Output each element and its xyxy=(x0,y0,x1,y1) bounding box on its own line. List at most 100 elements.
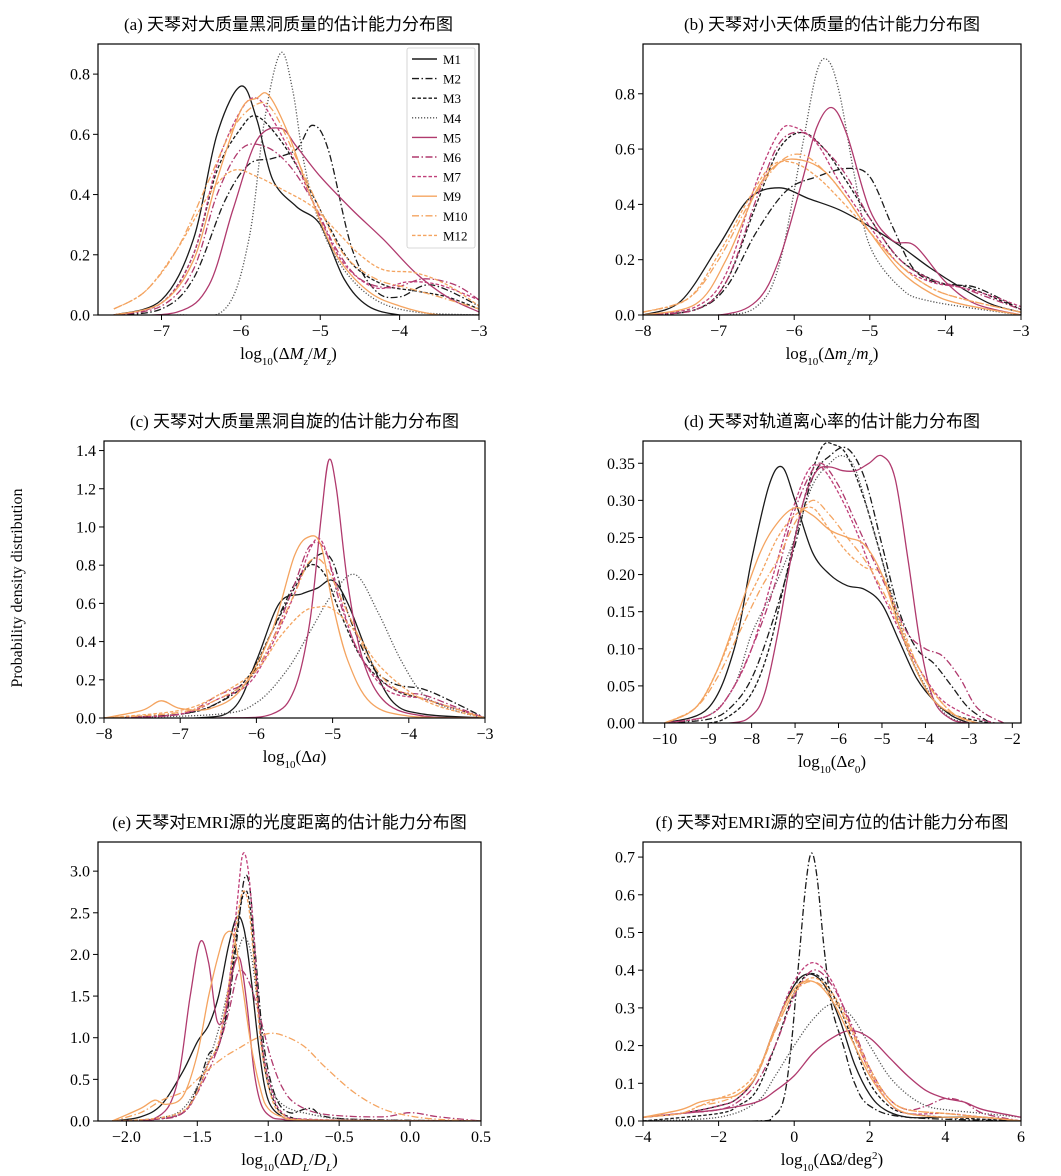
y-tick-label-f: 0.6 xyxy=(615,887,635,904)
legend-label-m3: M3 xyxy=(443,91,461,106)
panel-f: (f) 天琴对EMRI源的空间方位的估计能力分布图 −4 −2 0 2 4 6 0.0 0.1 0… xyxy=(615,813,1025,1174)
x-tick-label-c: −6 xyxy=(248,726,265,743)
x-tick-label-d: −5 xyxy=(873,731,890,748)
x-tick-label-e: −1.0 xyxy=(254,1129,283,1146)
series-line-b-m7 xyxy=(643,124,1021,315)
series-line-d-m12 xyxy=(664,506,978,723)
y-tick-label-d: 0.05 xyxy=(607,678,635,695)
panel-b-title: (b) 天琴对小天体质量的估计能力分布图 xyxy=(684,15,980,34)
panel-d-title: (d) 天琴对轨道离心率的估计能力分布图 xyxy=(684,412,980,431)
y-tick-label-e: 2.5 xyxy=(70,905,90,922)
series-line-c-m10 xyxy=(104,557,485,718)
x-tick-label-d: −9 xyxy=(700,731,717,748)
legend-label-m12: M12 xyxy=(443,228,468,243)
y-tick-label-c: 1.2 xyxy=(76,481,96,498)
legend-label-m1: M1 xyxy=(443,52,461,67)
x-tick-label-d: −7 xyxy=(787,731,804,748)
series-line-b-m5 xyxy=(643,106,1021,315)
series-line-f-m10 xyxy=(643,980,1021,1121)
series-line-e-m2 xyxy=(112,874,481,1121)
series-line-c-m4 xyxy=(104,573,485,718)
legend-label-m6: M6 xyxy=(443,150,462,165)
y-tick-label-c: 1.4 xyxy=(76,443,96,460)
series-line-a-m7 xyxy=(113,97,479,315)
x-tick-label-b: −3 xyxy=(1012,323,1029,340)
panel-c-title: (c) 天琴对大质量黑洞自旋的估计能力分布图 xyxy=(130,412,459,431)
y-tick-label-f: 0.0 xyxy=(615,1114,635,1131)
x-tick-label-e: 0.0 xyxy=(400,1129,420,1146)
y-tick-label-c: 0.0 xyxy=(76,711,96,728)
y-tick-label-e: 3.0 xyxy=(70,864,90,881)
y-tick-label-f: 0.7 xyxy=(615,850,635,867)
panel-a-series xyxy=(113,51,479,315)
legend-label-m9: M9 xyxy=(443,189,461,204)
series-line-b-m6 xyxy=(643,131,1021,315)
y-tick-label-e: 1.5 xyxy=(70,989,90,1006)
series-line-e-m3 xyxy=(112,889,481,1121)
panel-f-frame xyxy=(642,841,1022,1122)
y-tick-label-d: 0.20 xyxy=(607,567,635,584)
y-tick-label-d: 0.10 xyxy=(607,641,635,658)
x-tick-label-f: 0 xyxy=(790,1129,798,1146)
y-tick-label-d: 0.35 xyxy=(607,456,635,473)
panel-d: (d) 天琴对轨道离心率的估计能力分布图 −10 −9 −8 −7 −6 −5 −4 −3 −2 0… xyxy=(607,412,1022,776)
series-line-d-m2 xyxy=(664,446,991,723)
series-line-c-m2 xyxy=(104,552,485,718)
y-tick-label-e: 1.0 xyxy=(70,1030,90,1047)
x-tick-label-c: −8 xyxy=(95,726,112,743)
series-line-f-m1 xyxy=(643,973,1021,1121)
series-line-d-m10 xyxy=(664,499,978,723)
series-line-b-m12 xyxy=(643,160,1021,313)
series-line-f-m6 xyxy=(643,969,1021,1121)
x-tick-label-d: −3 xyxy=(960,731,977,748)
series-line-d-m4 xyxy=(664,454,970,723)
y-tick-label-c: 0.6 xyxy=(76,596,96,613)
series-line-c-m12 xyxy=(104,605,485,718)
series-line-c-m7 xyxy=(104,537,485,718)
y-tick-label-c: 1.0 xyxy=(76,519,96,536)
series-line-a-m4 xyxy=(113,51,479,315)
panel-f-series xyxy=(643,852,1021,1121)
series-line-e-m5 xyxy=(112,940,481,1121)
panel-b-series xyxy=(643,57,1021,315)
legend-label-m4: M4 xyxy=(443,111,462,126)
y-tick-label-d: 0.25 xyxy=(607,530,635,547)
panel-c-series xyxy=(104,458,485,718)
series-line-e-m12 xyxy=(112,890,481,1121)
series-line-a-m12 xyxy=(113,169,479,310)
panel-c-xlabel: log10(Δa) xyxy=(263,747,327,771)
figure-ylabel: Probability density distribution xyxy=(9,488,26,687)
panel-d-xlabel: log10(Δe0) xyxy=(798,752,866,776)
x-tick-label-c: −7 xyxy=(172,726,189,743)
panel-d-frame xyxy=(642,440,1022,724)
series-line-b-m9 xyxy=(643,158,1021,315)
series-line-f-m12 xyxy=(643,977,1021,1121)
y-tick-label-d: 0.30 xyxy=(607,493,635,510)
x-tick-label-b: −8 xyxy=(634,323,651,340)
y-tick-label-f: 0.2 xyxy=(615,1038,635,1055)
panel-e-frame xyxy=(97,841,482,1122)
y-tick-label-b: 0.4 xyxy=(615,197,635,214)
series-line-c-m3 xyxy=(104,563,485,718)
x-tick-label-a: −6 xyxy=(232,323,249,340)
x-tick-label-d: −2 xyxy=(1004,731,1021,748)
y-tick-label-a: 0.8 xyxy=(70,67,90,84)
x-tick-label-d: −4 xyxy=(917,731,934,748)
y-tick-label-e: 2.0 xyxy=(70,947,90,964)
series-line-f-m4 xyxy=(643,1003,1021,1121)
y-tick-label-b: 0.8 xyxy=(615,86,635,103)
series-line-c-m1 xyxy=(104,579,485,718)
series-line-d-m3 xyxy=(664,441,991,723)
panel-d-series xyxy=(664,441,1004,723)
x-tick-label-a: −4 xyxy=(391,323,408,340)
series-line-a-m9 xyxy=(113,92,479,315)
x-tick-label-a: −7 xyxy=(153,323,170,340)
panel-c-frame xyxy=(103,440,486,719)
x-tick-label-b: −7 xyxy=(710,323,727,340)
y-tick-label-e: 0.0 xyxy=(70,1114,90,1131)
series-line-d-m9 xyxy=(664,506,978,723)
series-line-c-m6 xyxy=(104,541,485,718)
x-tick-label-b: −6 xyxy=(786,323,803,340)
x-tick-label-f: 2 xyxy=(866,1129,874,1146)
panel-e-title: (e) 天琴对EMRI源的光度距离的估计能力分布图 xyxy=(112,813,467,832)
